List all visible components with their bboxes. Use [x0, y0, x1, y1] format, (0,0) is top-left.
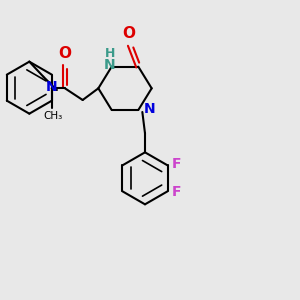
Text: O: O — [58, 46, 71, 61]
Text: F: F — [172, 185, 181, 199]
Text: O: O — [122, 26, 136, 41]
Text: CH₃: CH₃ — [43, 111, 62, 121]
Text: H: H — [104, 47, 115, 60]
Text: N: N — [104, 58, 116, 72]
Text: N: N — [143, 102, 155, 116]
Text: N: N — [46, 80, 58, 94]
Text: F: F — [172, 157, 181, 171]
